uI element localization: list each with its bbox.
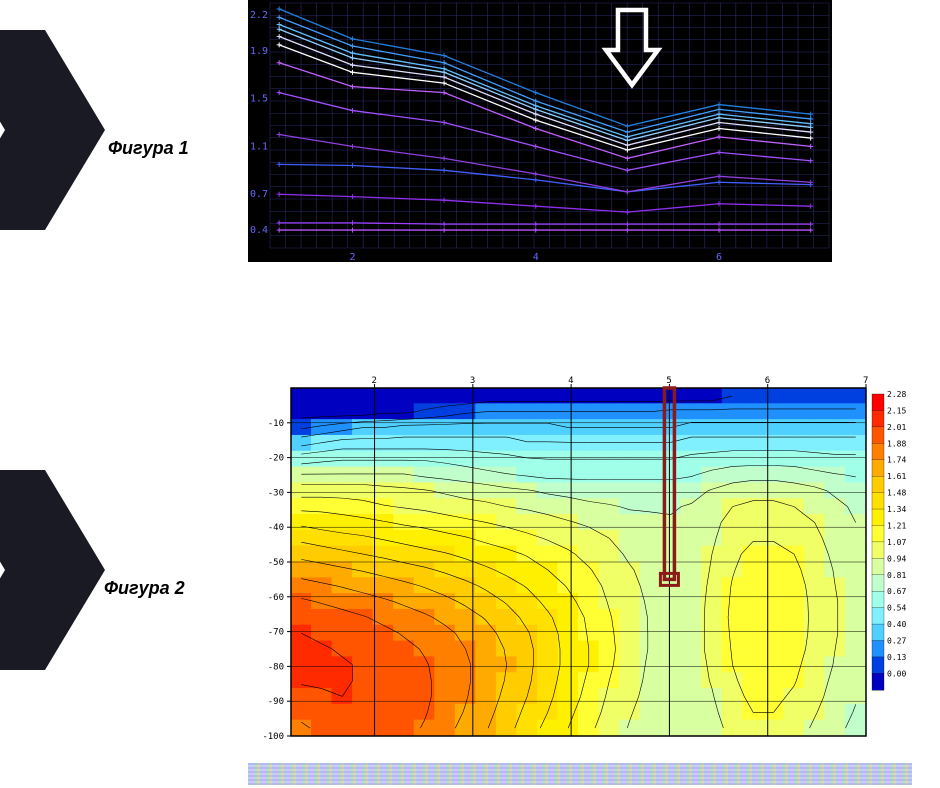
svg-text:-10: -10 [268, 419, 284, 429]
svg-text:-80: -80 [268, 662, 284, 672]
svg-text:0.94: 0.94 [887, 554, 906, 563]
figure2-chart: 2 3 4 5 6 7 -10 -20 -30 -40 -50 -60 -70 -80 -90 -100 2.2… [248, 372, 912, 742]
noise-strip [248, 763, 912, 785]
svg-text:2: 2 [349, 252, 355, 262]
svg-text:-40: -40 [268, 523, 284, 533]
svg-text:5: 5 [666, 376, 671, 386]
svg-text:2.15: 2.15 [887, 406, 906, 415]
svg-text:6: 6 [765, 376, 770, 386]
chevron-shape-2 [0, 470, 105, 670]
figure1-chart: 0.4 0.7 1.1 1.5 1.9 2.2 2 4 6 [248, 0, 832, 262]
svg-text:2.01: 2.01 [887, 423, 906, 432]
svg-text:1.34: 1.34 [887, 505, 906, 514]
svg-text:0.27: 0.27 [887, 637, 906, 646]
svg-text:-50: -50 [268, 558, 284, 568]
svg-text:2: 2 [372, 376, 377, 386]
svg-text:0.00: 0.00 [887, 669, 906, 678]
svg-text:4: 4 [533, 252, 539, 262]
svg-text:0.67: 0.67 [887, 587, 906, 596]
figure2-label: Фигура 2 [104, 578, 185, 599]
svg-text:-90: -90 [268, 697, 284, 707]
svg-text:1.74: 1.74 [887, 456, 906, 465]
svg-text:7: 7 [863, 376, 868, 386]
svg-text:3: 3 [470, 376, 475, 386]
svg-text:1.1: 1.1 [250, 141, 268, 152]
svg-text:-60: -60 [268, 593, 284, 603]
svg-text:0.13: 0.13 [887, 653, 906, 662]
svg-text:0.40: 0.40 [887, 620, 906, 629]
svg-text:1.5: 1.5 [250, 94, 268, 105]
svg-text:1.07: 1.07 [887, 538, 906, 547]
svg-text:1.9: 1.9 [250, 46, 268, 57]
svg-text:-100: -100 [262, 732, 284, 742]
svg-text:2.2: 2.2 [250, 10, 268, 21]
svg-text:0.7: 0.7 [250, 189, 268, 200]
svg-text:2.28: 2.28 [887, 390, 906, 399]
svg-text:6: 6 [716, 252, 722, 262]
chevron-shape-1 [0, 30, 105, 230]
svg-text:1.88: 1.88 [887, 439, 906, 448]
figure1-label: Фигура 1 [108, 138, 189, 159]
svg-text:1.61: 1.61 [887, 472, 906, 481]
svg-text:0.4: 0.4 [250, 225, 268, 236]
svg-text:1.21: 1.21 [887, 521, 906, 530]
svg-text:-30: -30 [268, 488, 284, 498]
svg-text:0.54: 0.54 [887, 604, 906, 613]
svg-text:4: 4 [568, 376, 573, 386]
svg-text:-20: -20 [268, 454, 284, 464]
svg-text:-70: -70 [268, 628, 284, 638]
svg-text:0.81: 0.81 [887, 571, 906, 580]
svg-text:1.48: 1.48 [887, 489, 906, 498]
